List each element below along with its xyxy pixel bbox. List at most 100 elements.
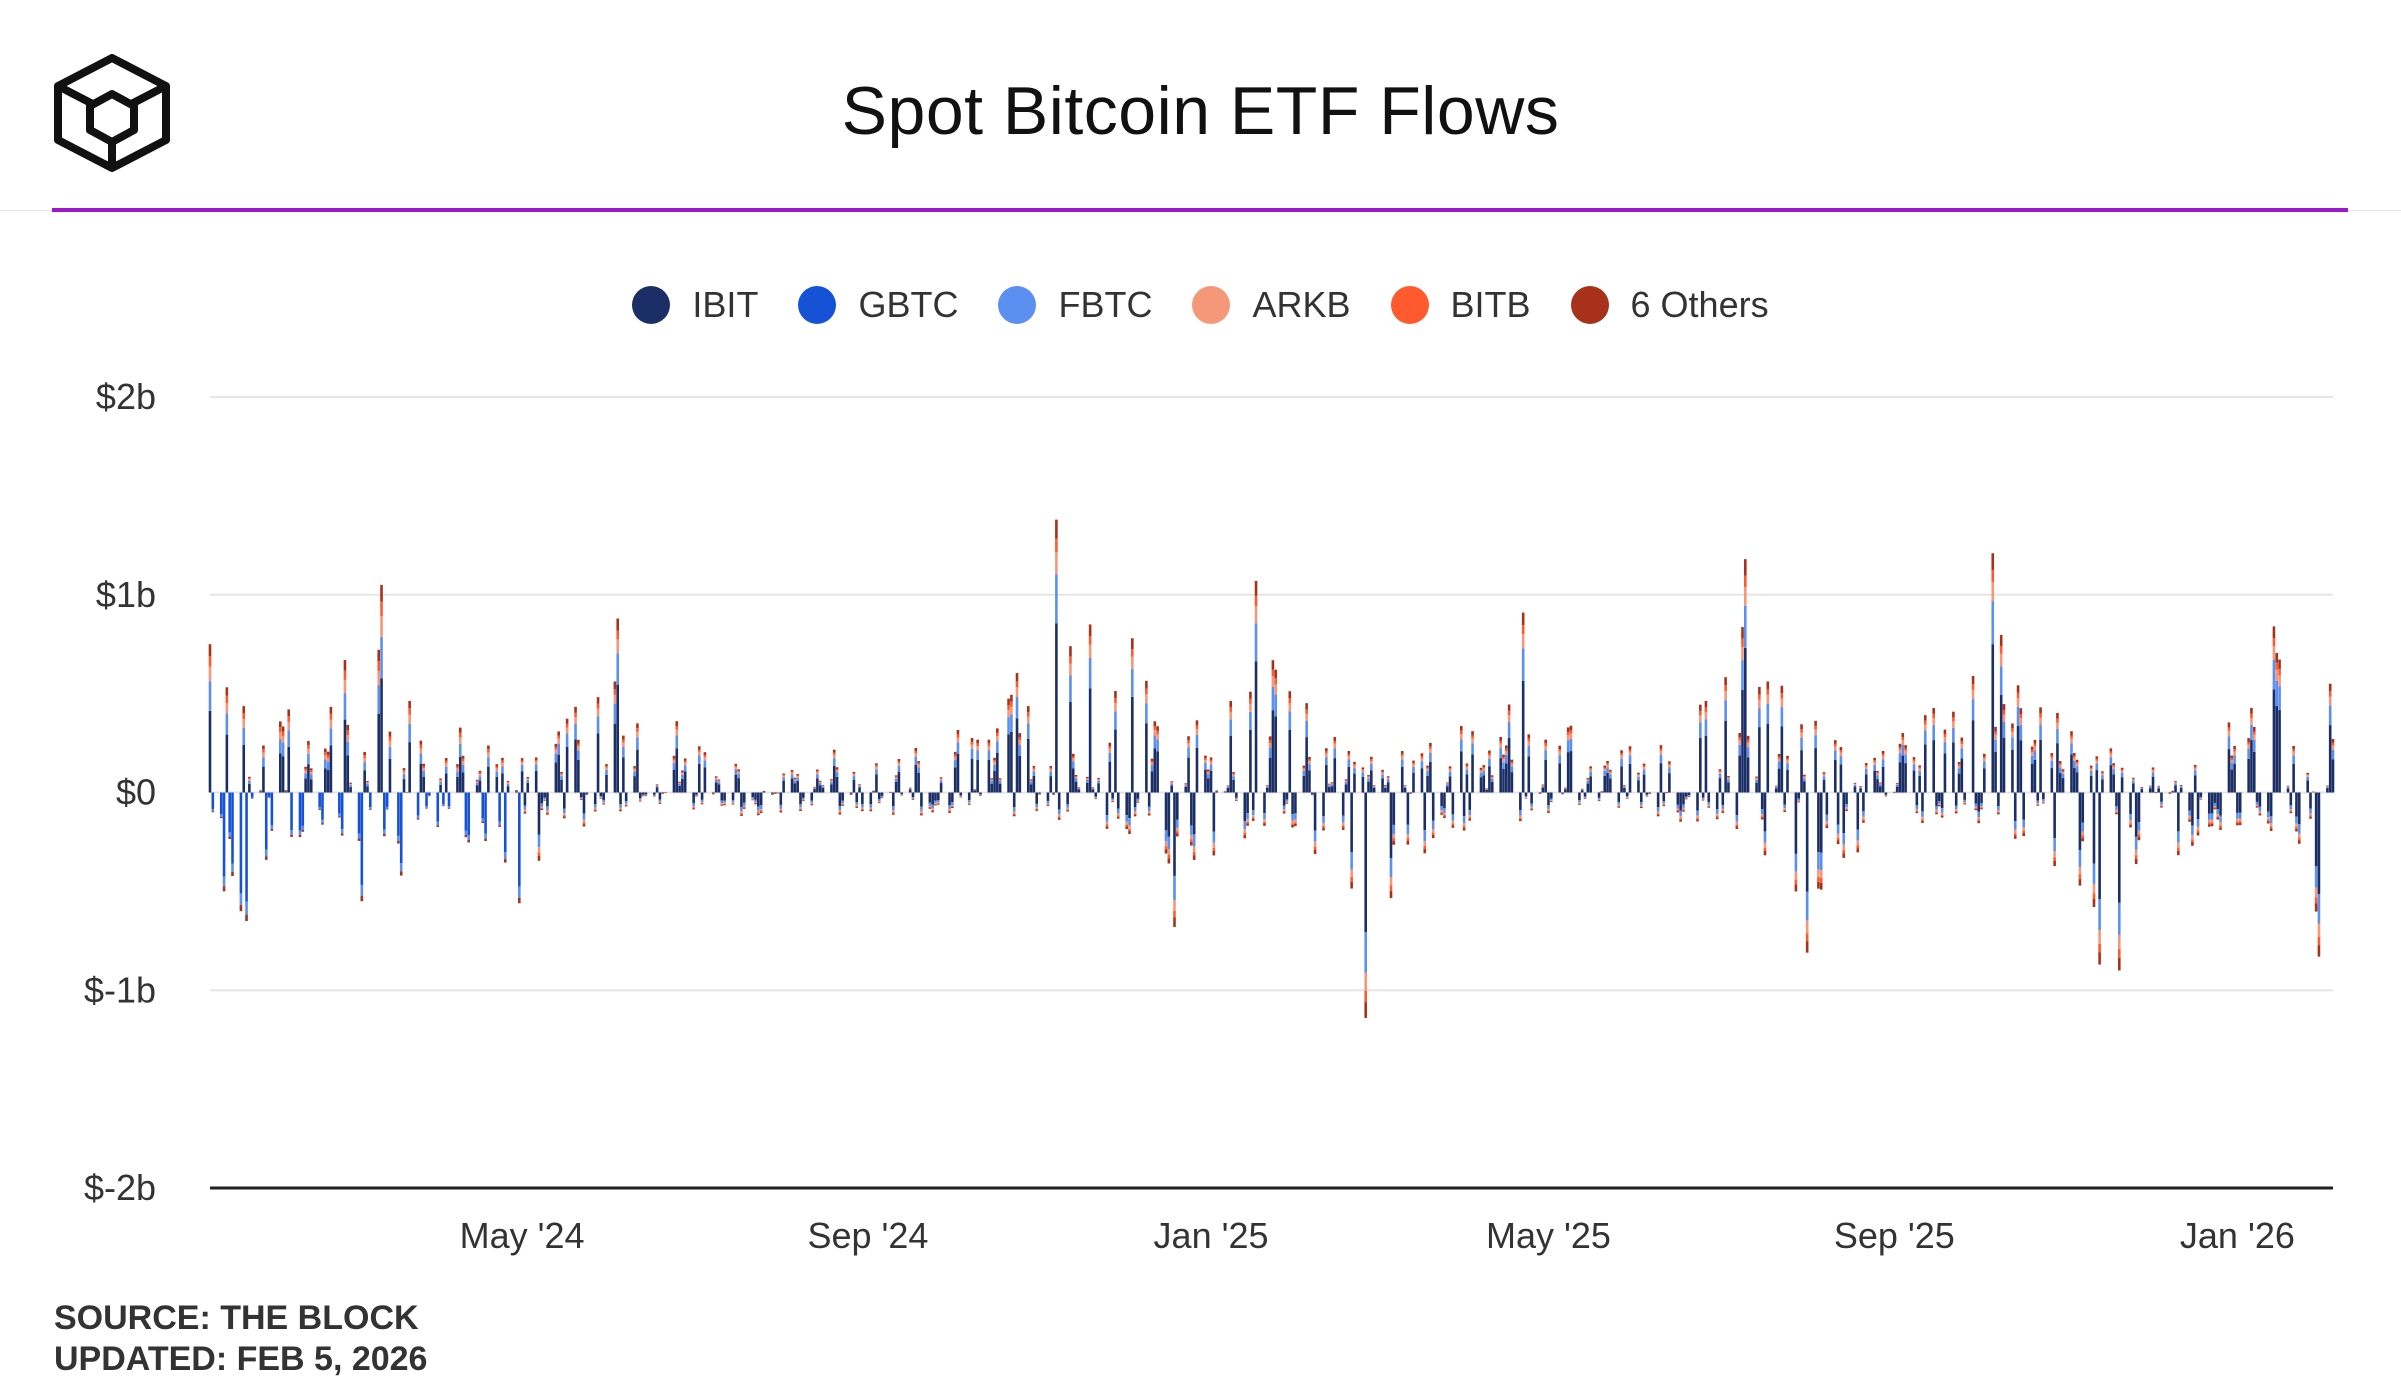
bar-segment-fbtc bbox=[1294, 813, 1297, 820]
bar-segment-fbtc bbox=[1797, 798, 1801, 801]
bar-segment-6-others bbox=[1620, 750, 1623, 754]
legend-item-6-others[interactable]: 6 Others bbox=[1570, 284, 1769, 326]
bar-segment-6-others bbox=[1268, 736, 1272, 741]
bar-segment-6-others bbox=[1895, 782, 1899, 784]
bar-segment-ibit bbox=[858, 787, 861, 793]
bar-segment-ibit bbox=[2115, 792, 2118, 806]
bar-segment-fbtc bbox=[1876, 775, 1879, 780]
bar-segment-fbtc bbox=[537, 834, 541, 848]
bar-segment-fbtc bbox=[2216, 809, 2220, 815]
bar-segment-fbtc bbox=[970, 748, 974, 759]
bar-segment-bitb bbox=[363, 755, 366, 759]
bar-segment-fbtc bbox=[2331, 749, 2335, 760]
bar-segment-ibit bbox=[622, 757, 625, 793]
bar-segment-ibit bbox=[1066, 792, 1069, 805]
bar-segment-ibit bbox=[1055, 623, 1058, 793]
bar-segment-gbtc bbox=[222, 792, 226, 877]
bar-segment-fbtc bbox=[582, 813, 586, 820]
bar-segment-arkb bbox=[1344, 780, 1348, 782]
bar-segment-bitb bbox=[655, 784, 659, 786]
bar-segment-fbtc bbox=[1853, 784, 1857, 787]
bar-segment-6-others bbox=[1645, 795, 1649, 797]
bar-segment-6-others bbox=[990, 778, 994, 780]
bar-segment-6-others bbox=[1741, 627, 1744, 639]
bar-segment-6-others bbox=[1465, 763, 1469, 766]
bar-segment-ibit bbox=[1265, 787, 1269, 793]
bar-segment-bitb bbox=[1704, 707, 1708, 712]
bar-segment-fbtc bbox=[1012, 807, 1016, 812]
bar-segment-bitb bbox=[1468, 817, 1472, 819]
bar-segment-ibit bbox=[366, 786, 369, 793]
bar-segment-arkb bbox=[1721, 808, 1725, 811]
bar-segment-arkb bbox=[948, 808, 951, 811]
bar-segment-ibit bbox=[2275, 706, 2279, 793]
legend-item-bitb[interactable]: BITB bbox=[1390, 284, 1531, 326]
bar-segment-arkb bbox=[1912, 761, 1916, 765]
bar-segment-bitb bbox=[1960, 741, 1964, 745]
bar-segment-bitb bbox=[1566, 731, 1570, 736]
legend-item-gbtc[interactable]: GBTC bbox=[798, 284, 958, 326]
bar-segment-arkb bbox=[1288, 703, 1292, 712]
bar-segment-ibit bbox=[2002, 737, 2006, 793]
bar-segment-arkb bbox=[2267, 817, 2270, 820]
bar-segment-ibit bbox=[1341, 792, 1345, 816]
bar-segment-bitb bbox=[349, 783, 352, 785]
bar-segment-fbtc bbox=[2252, 740, 2256, 752]
bar-segment-bitb bbox=[1755, 777, 1758, 779]
bar-segment-6-others bbox=[1111, 801, 1114, 803]
bar-segment-ibit bbox=[1111, 792, 1114, 799]
bar-segment-arkb bbox=[1960, 744, 1964, 749]
legend-item-fbtc[interactable]: FBTC bbox=[998, 284, 1152, 326]
bar-segment-bitb bbox=[1628, 749, 1632, 752]
legend-item-ibit[interactable]: IBIT bbox=[632, 284, 758, 326]
bar-segment-arkb bbox=[1313, 841, 1317, 847]
bar-segment-ibit bbox=[1010, 731, 1013, 793]
bar-segment-6-others bbox=[1153, 721, 1157, 727]
bar-segment-bitb bbox=[1322, 825, 1325, 828]
bar-segment-arkb bbox=[742, 805, 746, 807]
bar-segment-arkb bbox=[520, 762, 524, 766]
bar-segment-fbtc bbox=[349, 785, 352, 788]
bar-segment-bitb bbox=[1620, 753, 1623, 756]
bar-segment-bitb bbox=[1597, 800, 1601, 801]
bar-segment-ibit bbox=[2109, 765, 2113, 793]
bar-segment-fbtc bbox=[506, 783, 510, 787]
bar-segment-arkb bbox=[1938, 803, 1941, 805]
bar-segment-bitb bbox=[1721, 810, 1725, 812]
bar-segment-fbtc bbox=[838, 806, 842, 811]
bar-segment-fbtc bbox=[1878, 784, 1882, 787]
bar-segment-arkb bbox=[2042, 801, 2045, 803]
bar-segment-fbtc bbox=[1766, 703, 1770, 724]
bar-segment-arkb bbox=[506, 782, 510, 784]
bar-segment-ibit bbox=[1932, 740, 1936, 793]
bar-segment-arkb bbox=[1254, 606, 1258, 624]
x-tick-label: Jan '26 bbox=[2180, 1215, 2295, 1256]
bar-segment-ibit bbox=[1957, 773, 1961, 793]
bar-segment-arkb bbox=[1954, 809, 1958, 811]
bar-segment-6-others bbox=[1265, 785, 1269, 786]
bar-segment-6-others bbox=[956, 730, 960, 735]
legend-item-arkb[interactable]: ARKB bbox=[1192, 284, 1351, 326]
bar-segment-6-others bbox=[211, 811, 215, 813]
bar-segment-bitb bbox=[998, 779, 1002, 780]
bar-segment-bitb bbox=[2233, 749, 2236, 752]
bar-segment-fbtc bbox=[1943, 742, 1947, 754]
bar-segment-ibit bbox=[1895, 786, 1899, 793]
bar-segment-ibit bbox=[2177, 792, 2180, 832]
bar-segment-arkb bbox=[717, 781, 721, 783]
bar-segment-ibit bbox=[1440, 792, 1443, 807]
bar-segment-bitb bbox=[2033, 743, 2037, 747]
bar-segment-6-others bbox=[1881, 750, 1885, 754]
bar-segment-ibit bbox=[2210, 792, 2214, 814]
bar-segment-arkb bbox=[990, 779, 994, 782]
bar-segment-fbtc bbox=[228, 831, 231, 837]
bar-segment-arkb bbox=[892, 810, 895, 813]
bar-segment-fbtc bbox=[1952, 727, 1955, 743]
bar-segment-arkb bbox=[1923, 724, 1927, 731]
bar-segment-ibit bbox=[920, 792, 923, 807]
bar-segment-6-others bbox=[1313, 849, 1317, 855]
bar-segment-6-others bbox=[2030, 746, 2034, 750]
bar-segment-fbtc bbox=[658, 799, 662, 802]
bar-segment-6-others bbox=[1687, 796, 1691, 797]
